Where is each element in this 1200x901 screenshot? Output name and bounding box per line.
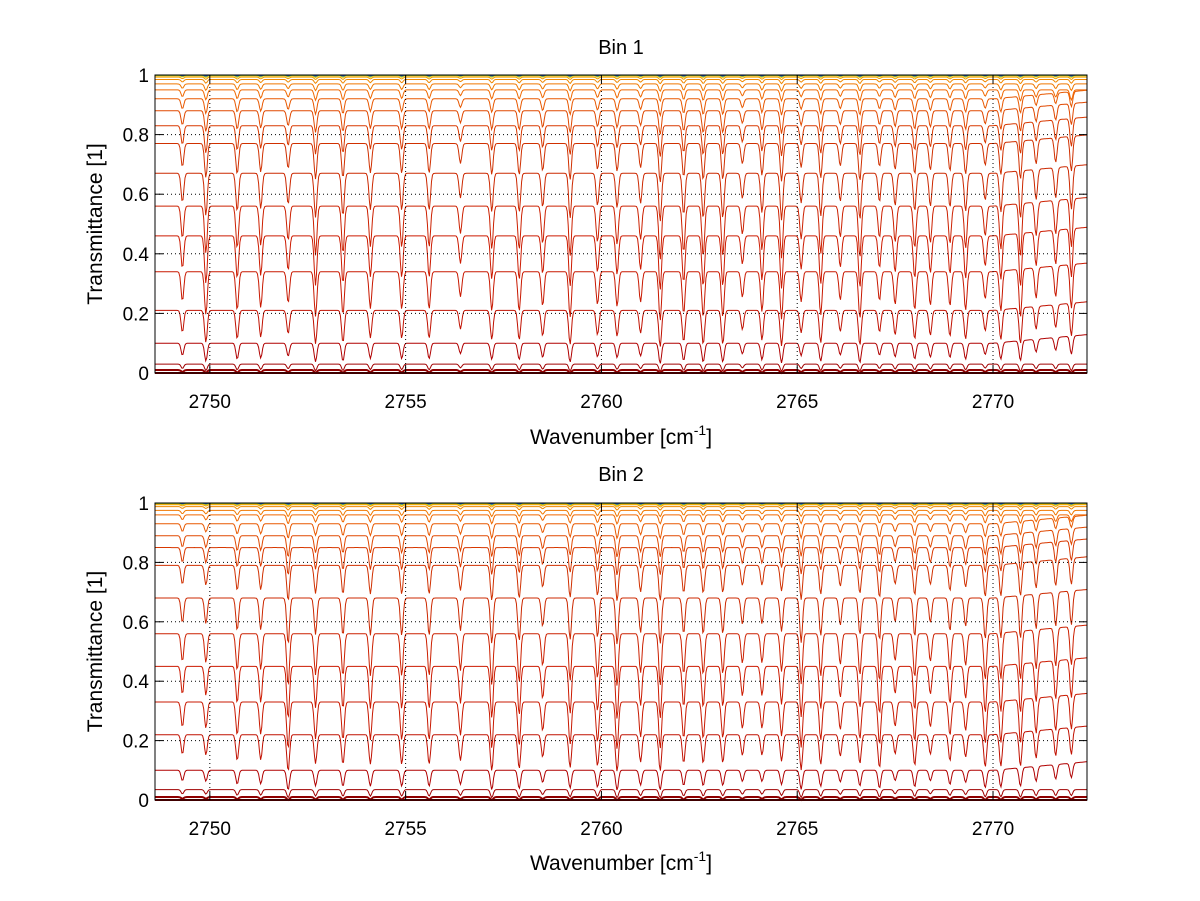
series-line-11 bbox=[155, 538, 1088, 576]
y-tick-label: 0.6 bbox=[123, 185, 149, 206]
x-tick-label: 2770 bbox=[972, 392, 1014, 413]
series-line-13 bbox=[155, 89, 1088, 118]
chart-panel-1: 2750 2755 2760 2765 2770 0 0.2 0.4 0.6 0.8 1 Bin 1 W… bbox=[84, 37, 1088, 449]
series-line-16 bbox=[155, 79, 1087, 85]
series-line-3 bbox=[155, 363, 1087, 373]
series-line-7 bbox=[155, 657, 1088, 719]
x-tick-label: 2760 bbox=[580, 392, 622, 413]
series-line-2 bbox=[155, 369, 1087, 375]
x-tick-label: 2760 bbox=[580, 819, 622, 840]
series-line-9 bbox=[155, 589, 1088, 645]
y-tick-label: 0.8 bbox=[123, 126, 149, 147]
y-tick-label: 0.6 bbox=[123, 613, 149, 634]
series-line-8 bbox=[155, 624, 1088, 686]
series-group bbox=[155, 502, 1088, 802]
series-line-11 bbox=[155, 116, 1088, 157]
y-tick-label: 1 bbox=[138, 66, 149, 87]
series-line-8 bbox=[155, 197, 1088, 260]
y-tick-label: 0 bbox=[138, 364, 149, 385]
series-line-12 bbox=[155, 526, 1088, 558]
x-axis-label: Wavenumber [cm-1] bbox=[530, 848, 712, 875]
x-tick-label: 2765 bbox=[776, 819, 818, 840]
x-tick-label: 2770 bbox=[972, 819, 1014, 840]
series-line-3 bbox=[155, 789, 1087, 799]
x-axis-label: Wavenumber [cm-1] bbox=[530, 422, 712, 449]
series-line-14 bbox=[155, 89, 1087, 103]
y-tick-label: 0 bbox=[138, 791, 149, 812]
series-line-2 bbox=[155, 796, 1087, 802]
chart-panel-2: 2750 2755 2760 2765 2770 0 0.2 0.4 0.6 0.8 1 Bin 2 W… bbox=[84, 464, 1088, 875]
series-line-6 bbox=[155, 692, 1088, 749]
series-line-16 bbox=[155, 506, 1087, 511]
x-tick-label: 2755 bbox=[384, 392, 426, 413]
axes-box bbox=[154, 74, 1088, 374]
y-tick-label: 1 bbox=[138, 494, 149, 515]
x-tick-label: 2750 bbox=[189, 819, 231, 840]
series-line-13 bbox=[155, 514, 1088, 540]
y-tick-label: 0.2 bbox=[123, 732, 149, 753]
series-line-17 bbox=[155, 76, 1087, 81]
grid bbox=[155, 74, 1087, 374]
series-line-4 bbox=[155, 761, 1088, 791]
series-line-15 bbox=[155, 83, 1087, 93]
chart-title: Bin 1 bbox=[598, 37, 644, 59]
axes-box bbox=[154, 502, 1088, 801]
y-tick-label: 0.2 bbox=[123, 304, 149, 325]
series-line-6 bbox=[155, 262, 1088, 321]
series-line-5 bbox=[155, 725, 1088, 772]
series-line-10 bbox=[155, 556, 1088, 601]
series-group bbox=[155, 74, 1088, 375]
x-tick-label: 2755 bbox=[384, 819, 426, 840]
y-axis-label: Transmittance [1] bbox=[84, 571, 107, 732]
y-axis-label: Transmittance [1] bbox=[84, 143, 107, 304]
series-line-10 bbox=[155, 134, 1088, 183]
series-line-17 bbox=[155, 504, 1087, 508]
series-line-18 bbox=[155, 75, 1087, 79]
series-line-18 bbox=[155, 503, 1087, 507]
series-line-4 bbox=[155, 334, 1088, 364]
x-tick-label: 2750 bbox=[189, 392, 231, 413]
series-line-7 bbox=[155, 226, 1088, 290]
series-line-14 bbox=[155, 514, 1087, 525]
chart-title: Bin 2 bbox=[598, 464, 644, 486]
y-tick-label: 0.8 bbox=[123, 553, 149, 574]
x-tick-label: 2765 bbox=[776, 392, 818, 413]
series-line-12 bbox=[155, 101, 1088, 135]
y-tick-label: 0.4 bbox=[123, 672, 150, 693]
series-line-15 bbox=[155, 509, 1087, 518]
series-line-5 bbox=[155, 301, 1088, 347]
y-tick-label: 0.4 bbox=[123, 245, 150, 266]
